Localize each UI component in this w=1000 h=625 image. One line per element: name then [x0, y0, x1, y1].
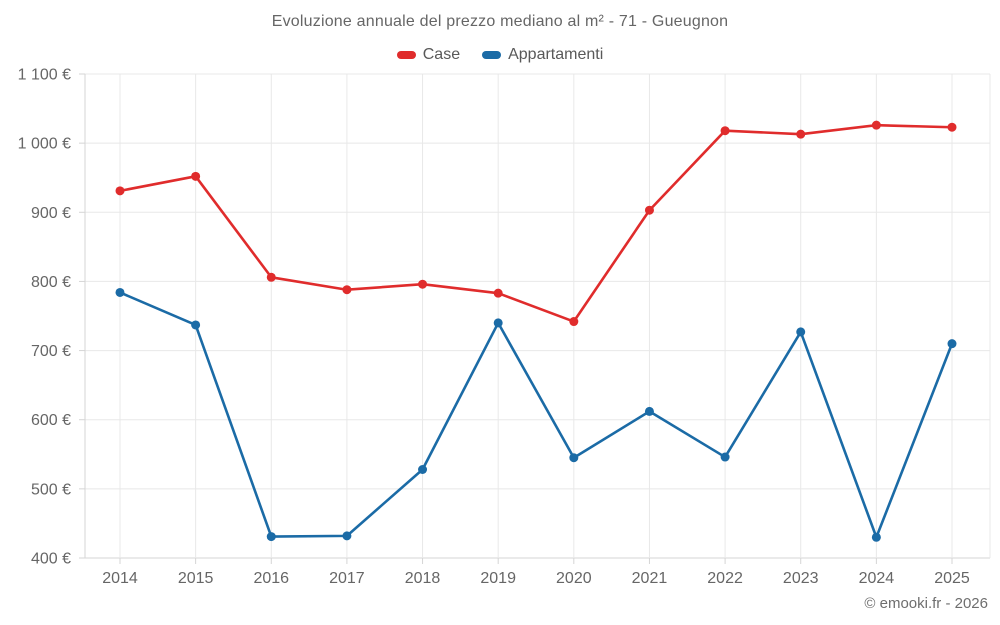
x-axis-tick-label: 2025: [934, 570, 970, 587]
case-point-2017[interactable]: [342, 285, 352, 295]
case-point-2019[interactable]: [493, 288, 503, 298]
appartamenti-point-2022[interactable]: [720, 452, 730, 462]
case-point-2015[interactable]: [191, 171, 201, 181]
case-point-2023[interactable]: [796, 129, 806, 139]
x-axis-tick-label: 2019: [480, 570, 516, 587]
attribution-text: © emooki.fr - 2026: [864, 595, 988, 612]
x-axis-tick-label: 2021: [632, 570, 668, 587]
x-axis-tick-label: 2018: [405, 570, 441, 587]
legend-label-case: Case: [422, 46, 461, 63]
case-point-2024[interactable]: [871, 120, 881, 130]
x-axis-tick-label: 2017: [329, 570, 365, 587]
appartamenti-point-2018[interactable]: [418, 464, 428, 474]
case-point-2014[interactable]: [115, 186, 125, 196]
y-axis-tick-label: 600 €: [31, 412, 71, 429]
x-axis-tick-label: 2023: [783, 570, 819, 587]
appartamenti-point-2016[interactable]: [266, 532, 276, 542]
y-axis-tick-label: 1 100 €: [18, 67, 71, 84]
appartamenti-point-2019[interactable]: [493, 318, 503, 328]
x-axis-tick-label: 2016: [253, 570, 289, 587]
chart-title: Evoluzione annuale del prezzo mediano al…: [271, 13, 729, 30]
appartamenti-point-2014[interactable]: [115, 287, 125, 297]
y-axis-tick-label: 900 €: [31, 205, 71, 222]
y-axis-tick-label: 400 €: [31, 551, 71, 568]
x-axis-tick-label: 2024: [859, 570, 895, 587]
y-axis-tick-label: 800 €: [31, 274, 71, 291]
case-point-2025[interactable]: [947, 122, 957, 132]
x-axis-tick-label: 2022: [707, 570, 743, 587]
case-point-2020[interactable]: [569, 317, 579, 327]
y-axis-tick-label: 700 €: [31, 343, 71, 360]
appartamenti-legend-swatch-icon: [482, 51, 502, 59]
case-series-line: [118, 123, 954, 323]
y-axis-tick-label: 1 000 €: [18, 136, 71, 153]
case-legend-swatch-icon: [396, 51, 416, 59]
appartamenti-point-2020[interactable]: [569, 453, 579, 463]
appartamenti-point-2015[interactable]: [191, 320, 201, 330]
legend-item-appartamenti[interactable]: Appartamenti: [482, 46, 603, 64]
x-axis-tick-label: 2014: [102, 570, 138, 587]
appartamenti-point-2025[interactable]: [947, 339, 957, 349]
case-point-2022[interactable]: [720, 126, 730, 136]
case-point-2018[interactable]: [418, 279, 428, 289]
x-axis-tick-label: 2020: [556, 570, 592, 587]
appartamenti-point-2021[interactable]: [644, 406, 654, 416]
appartamenti-point-2017[interactable]: [342, 531, 352, 541]
y-axis-tick-label: 500 €: [31, 481, 71, 498]
case-point-2016[interactable]: [266, 272, 276, 282]
case-point-2021[interactable]: [644, 205, 654, 215]
appartamenti-point-2024[interactable]: [871, 532, 881, 542]
appartamenti-series-line: [118, 291, 954, 539]
legend-item-case[interactable]: Case: [396, 46, 461, 64]
chart-legend: Case Appartamenti: [0, 46, 1000, 64]
legend-label-appartamenti: Appartamenti: [508, 46, 604, 63]
x-axis-tick-label: 2015: [178, 570, 214, 587]
appartamenti-point-2023[interactable]: [796, 327, 806, 337]
